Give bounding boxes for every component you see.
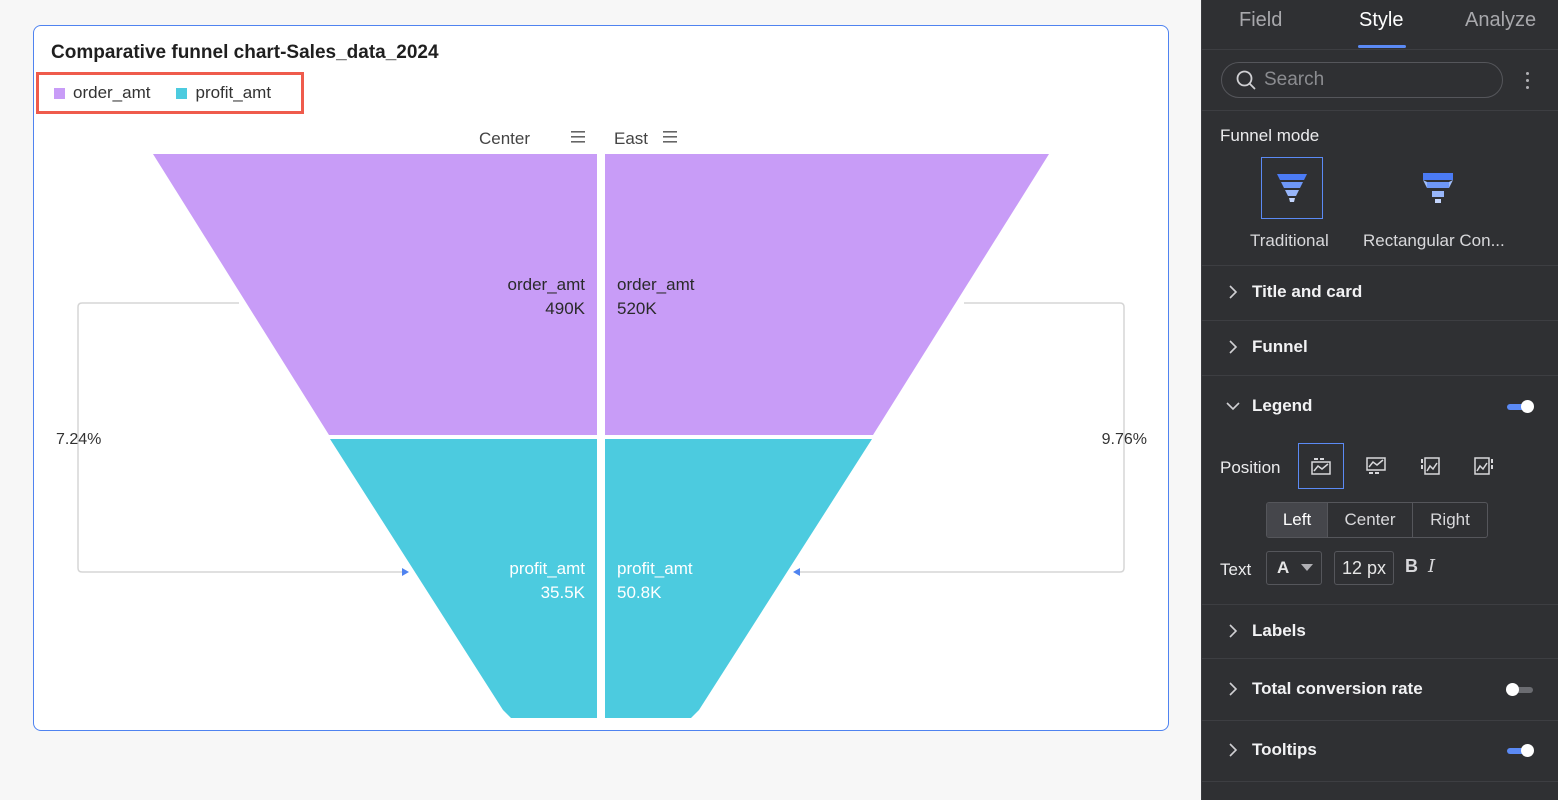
- text-color-picker[interactable]: A: [1266, 551, 1322, 585]
- legend-position-right[interactable]: [1461, 443, 1507, 489]
- segment-value-east-order-amt: 520K: [617, 299, 657, 318]
- conversion-arrow-east: [793, 568, 800, 576]
- divider: [1202, 658, 1558, 659]
- active-tab-indicator: [1358, 45, 1406, 48]
- italic-button[interactable]: I: [1428, 556, 1436, 577]
- divider: [1202, 110, 1558, 111]
- segment-label-center-profit-amt: profit_amt: [509, 559, 585, 578]
- font-size-input[interactable]: 12 px: [1334, 551, 1394, 585]
- section-legend[interactable]: Legend: [1202, 380, 1558, 432]
- funnel-segment-east-profit-amt[interactable]: [605, 439, 872, 718]
- style-panel: Field Style Analyze Funnel mode Traditio…: [1201, 0, 1558, 800]
- conversion-rate-center: 7.24%: [56, 431, 101, 448]
- rectangular-funnel-icon: [1423, 173, 1453, 203]
- legend-label: order_amt: [73, 83, 151, 102]
- align-center-button[interactable]: Center: [1328, 503, 1413, 537]
- segment-value-center-order-amt: 490K: [545, 299, 585, 318]
- segment-label-east-profit-amt: profit_amt: [617, 559, 693, 578]
- chevron-right-icon: [1226, 340, 1240, 354]
- segment-value-center-profit-amt: 35.5K: [541, 583, 586, 602]
- divider: [1202, 375, 1558, 376]
- search-input[interactable]: [1264, 69, 1484, 91]
- chevron-right-icon: [1226, 624, 1240, 638]
- group-header-center: Center: [479, 129, 530, 148]
- conversion-rate-east: 9.76%: [1102, 431, 1147, 448]
- align-left-button[interactable]: Left: [1267, 503, 1328, 537]
- funnel-mode-label: Funnel mode: [1220, 126, 1320, 145]
- caret-down-icon: [1301, 564, 1314, 571]
- more-options-icon[interactable]: [1520, 66, 1534, 94]
- divider: [1202, 265, 1558, 266]
- divider: [1202, 781, 1558, 782]
- section-title-and-card[interactable]: Title and card: [1202, 266, 1558, 318]
- section-funnel[interactable]: Funnel: [1202, 321, 1558, 373]
- bold-button[interactable]: B: [1405, 556, 1418, 576]
- section-label: Title and card: [1252, 282, 1363, 301]
- legend-text-label: Text: [1220, 560, 1252, 579]
- chart-card[interactable]: Comparative funnel chart-Sales_data_2024…: [33, 25, 1169, 731]
- divider: [1202, 49, 1558, 50]
- legend-position-left[interactable]: [1407, 443, 1453, 489]
- tab-style[interactable]: Style: [1359, 9, 1404, 31]
- divider: [1202, 720, 1558, 721]
- traditional-funnel-icon: [1277, 174, 1307, 202]
- segment-value-east-profit-amt: 50.8K: [617, 583, 662, 602]
- section-label: Legend: [1252, 396, 1313, 415]
- section-labels[interactable]: Labels: [1202, 605, 1558, 657]
- chart-legend: order_amt profit_amt: [36, 72, 304, 114]
- legend-bottom-icon: [1366, 457, 1386, 474]
- legend-top-icon: [1311, 458, 1331, 475]
- legend-swatch: [54, 87, 65, 99]
- tab-analyze[interactable]: Analyze: [1465, 9, 1537, 31]
- funnel-mode-traditional[interactable]: [1261, 157, 1323, 219]
- tab-field[interactable]: Field: [1239, 9, 1283, 31]
- chevron-right-icon: [1226, 682, 1240, 696]
- legend-alignment-group: Left Center Right: [1266, 502, 1488, 538]
- chevron-right-icon: [1226, 285, 1240, 299]
- legend-swatch: [176, 87, 188, 99]
- section-label: Labels: [1252, 621, 1306, 640]
- funnel-segment-center-profit-amt[interactable]: [330, 439, 597, 718]
- legend-position-bottom[interactable]: [1353, 443, 1399, 489]
- conversion-bracket-east: [798, 302, 1125, 573]
- conversion-arrow-center: [402, 568, 409, 576]
- funnel-mode-rectangular-label: Rectangular Con...: [1363, 231, 1505, 250]
- legend-label: profit_amt: [195, 83, 272, 102]
- funnel-mode-traditional-label: Traditional: [1250, 231, 1329, 250]
- conversion-bracket-center: [77, 302, 404, 573]
- align-right-button[interactable]: Right: [1430, 510, 1470, 529]
- segment-label-east-order-amt: order_amt: [617, 275, 695, 294]
- segment-label-center-order-amt: order_amt: [508, 275, 586, 294]
- funnel-mode-rectangular[interactable]: [1407, 157, 1469, 219]
- chevron-right-icon: [1226, 743, 1240, 757]
- search-icon: [1236, 70, 1256, 90]
- chevron-down-icon: [1226, 399, 1240, 413]
- text-color-glyph: A: [1277, 558, 1290, 577]
- funnel-segment-east-order-amt[interactable]: [605, 154, 1049, 435]
- divider: [1202, 320, 1558, 321]
- hamburger-menu-icon[interactable]: [571, 131, 585, 143]
- total-conversion-rate-toggle[interactable]: [1506, 683, 1533, 696]
- legend-left-icon: [1421, 457, 1440, 475]
- section-label: Total conversion rate: [1252, 679, 1423, 698]
- section-label: Tooltips: [1252, 740, 1317, 759]
- section-tooltips[interactable]: Tooltips: [1202, 724, 1558, 776]
- legend-right-icon: [1474, 457, 1493, 475]
- tooltips-toggle[interactable]: [1507, 744, 1534, 757]
- section-total-conversion-rate[interactable]: Total conversion rate: [1202, 663, 1558, 715]
- legend-position-label: Position: [1220, 458, 1281, 477]
- divider: [1202, 604, 1558, 605]
- panel-tabs: Field Style Analyze: [1202, 0, 1558, 50]
- section-label: Funnel: [1252, 337, 1308, 356]
- chart-title: Comparative funnel chart-Sales_data_2024: [51, 42, 439, 63]
- search-box[interactable]: [1221, 62, 1503, 98]
- funnel-chart: Center East 7.24% 9.76% order_amt 490K o…: [56, 129, 1147, 718]
- legend-position-top[interactable]: [1298, 443, 1344, 489]
- legend-item-profit-amt[interactable]: profit_amt: [176, 83, 271, 103]
- funnel-segment-center-order-amt[interactable]: [153, 154, 597, 435]
- group-header-east: East: [614, 129, 648, 148]
- legend-toggle[interactable]: [1507, 400, 1534, 413]
- legend-item-order-amt[interactable]: order_amt: [54, 83, 150, 103]
- hamburger-menu-icon[interactable]: [663, 131, 677, 143]
